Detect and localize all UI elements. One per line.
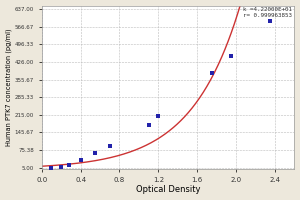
- Point: [146, 123, 151, 127]
- Y-axis label: Human PTK7 concentration (pg/ml): Human PTK7 concentration (pg/ml): [6, 28, 12, 146]
- Point: [229, 54, 234, 57]
- Point: [156, 115, 161, 118]
- X-axis label: Optical Density: Optical Density: [136, 185, 200, 194]
- Point: [93, 151, 98, 154]
- Point: [78, 159, 83, 162]
- Point: [67, 164, 71, 167]
- Point: [209, 72, 214, 75]
- Point: [107, 145, 112, 148]
- Point: [49, 166, 54, 169]
- Text: k =4.22000E+01
r= 0.999963853: k =4.22000E+01 r= 0.999963853: [243, 7, 292, 18]
- Point: [59, 165, 64, 169]
- Point: [268, 19, 272, 22]
